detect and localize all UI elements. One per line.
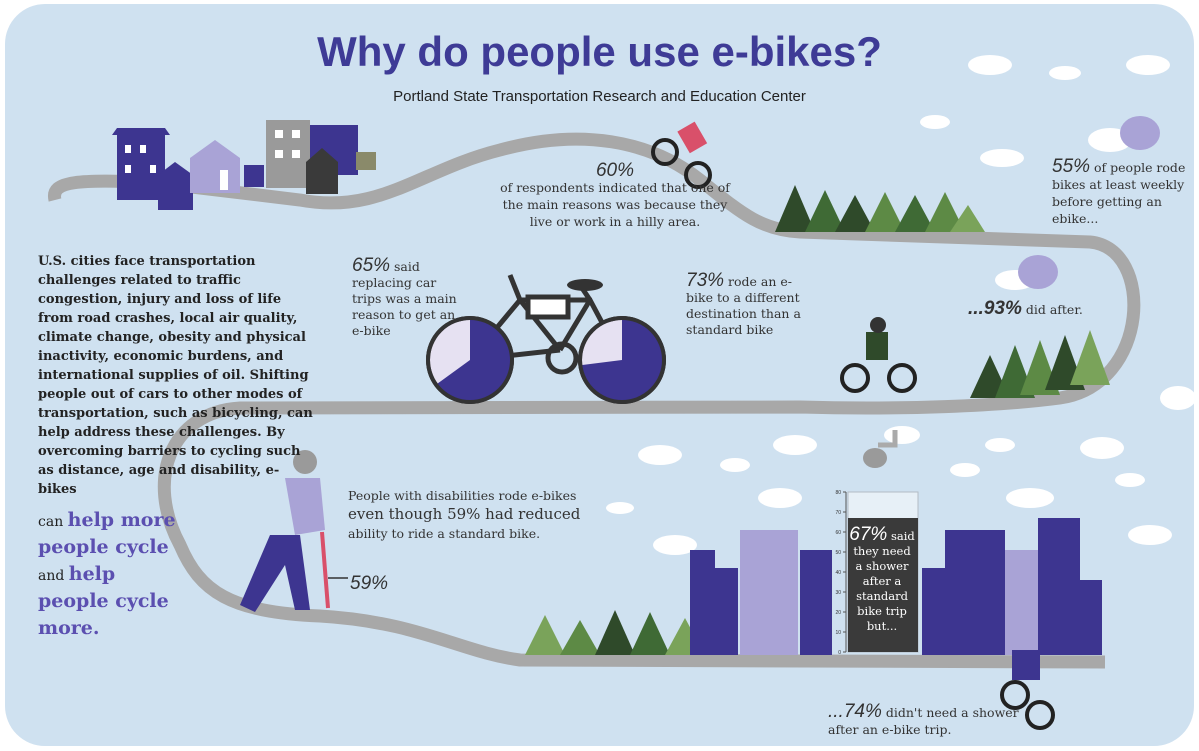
tick-label: 80 xyxy=(835,490,841,496)
text: can xyxy=(38,514,63,530)
text: of respondents indicated that one of the… xyxy=(495,179,735,230)
text: even though 59% had reduced xyxy=(348,504,608,525)
tick-label: 10 xyxy=(835,630,841,636)
figure: ...74% xyxy=(828,701,882,722)
tick-label: 30 xyxy=(835,590,841,596)
text: did after. xyxy=(1026,302,1083,317)
figure: 67% xyxy=(849,524,887,545)
cane-label: 59% xyxy=(350,573,388,595)
tick-label: 40 xyxy=(835,570,841,576)
saddle xyxy=(567,279,603,291)
stat-weekly-after: ...93% did after. xyxy=(968,298,1118,320)
stat-destination: 73% rode an e-bike to a different destin… xyxy=(686,273,801,338)
tick-label: 20 xyxy=(835,610,841,616)
infographic: 0 10 20 30 40 50 60 70 80 Why do people use e-bi… xyxy=(0,0,1199,751)
intro: U.S. cities face transportation challeng… xyxy=(38,252,313,499)
text: People with disabilities rode e-bikes xyxy=(348,487,608,504)
figure: 55% xyxy=(1052,156,1090,177)
intro-highlight: can help more people cycle and help peop… xyxy=(38,508,178,643)
figure: ...93% xyxy=(968,298,1022,319)
text: said they need a shower after a standard… xyxy=(853,529,914,633)
tick-label: 60 xyxy=(835,530,841,536)
stat-shower-no: ...74% didn't need a shower after an e-b… xyxy=(828,703,1028,738)
title: Why do people use e-bikes? xyxy=(0,28,1199,76)
stat-weekly-before: 55% of people rode bikes at least weekly… xyxy=(1052,158,1192,227)
stat-hilly: 60%of respondents indicated that one of … xyxy=(495,162,735,230)
tick-label: 70 xyxy=(835,510,841,516)
cloud-purple xyxy=(1018,255,1058,289)
cloud-purple xyxy=(1120,116,1160,150)
tick-label: 0 xyxy=(838,650,841,656)
stat-shower-need: 67% said they need a shower after a stan… xyxy=(849,527,915,634)
text: ability to ride a standard bike. xyxy=(348,525,608,542)
figure: 73% xyxy=(686,270,724,291)
text: and xyxy=(38,568,64,584)
figure: 65% xyxy=(352,255,390,276)
subtitle: Portland State Transportation Research a… xyxy=(0,88,1199,105)
tick-label: 50 xyxy=(835,550,841,556)
stat-car-trips: 65% said replacing car trips was a main … xyxy=(352,258,462,339)
figure: 60% xyxy=(495,162,735,179)
